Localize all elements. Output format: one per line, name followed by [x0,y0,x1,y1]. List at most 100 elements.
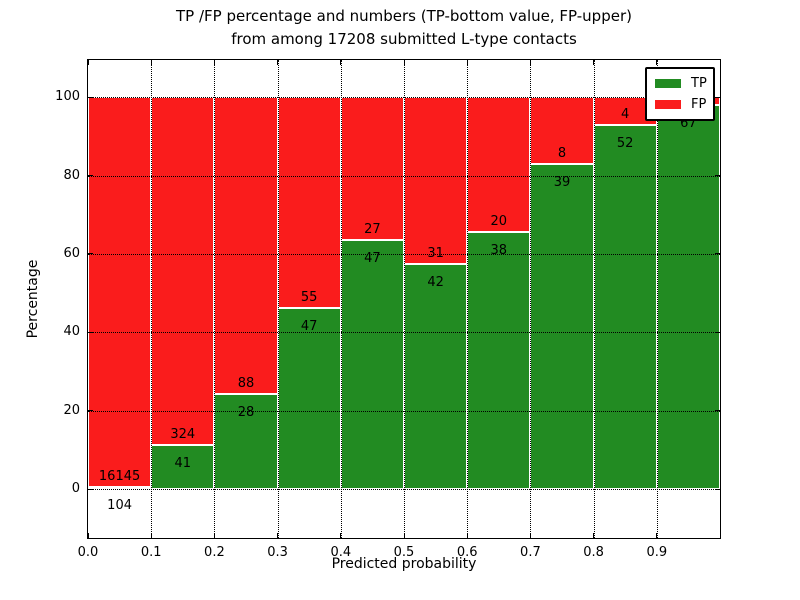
y-tick-label-20: 20 [63,402,80,418]
y-tick-right-0 [715,488,720,490]
fp-count-label-bin6: 20 [490,214,508,230]
x-tick-top-0.5 [403,60,405,65]
x-tick-label-0.7: 0.7 [520,545,541,560]
tp-bar-bin1 [151,445,215,489]
x-tick-label-0.5: 0.5 [393,545,415,560]
tp-legend-swatch [655,79,681,88]
plot-area: 16145 104 324 41 88 28 55 47 27 47 31 42 20 38 8 39 4 52 6… [87,59,721,539]
x-gridline-0.1 [151,60,153,538]
y-tick-right-80 [715,175,720,177]
y-tick-left-20 [88,410,93,412]
tp-legend-label: TP [691,76,707,91]
x-tick-bottom-0.5 [403,533,405,538]
x-tick-bottom-0.6 [466,533,468,538]
x-axis-label: Predicted probability [331,556,477,572]
x-tick-label-0.2: 0.2 [204,545,225,560]
fp-bar-bin0 [88,97,152,487]
y-tick-right-100 [715,96,720,98]
fp-count-label-bin1: 324 [170,427,196,443]
tp-count-label-bin1: 41 [174,456,192,472]
y-tick-right-20 [715,410,720,412]
tp-bar-bin7 [530,163,594,489]
y-tick-label-40: 40 [63,324,80,340]
tp-count-label-bin3: 47 [300,319,318,335]
tp-bar-bin0 [88,486,152,490]
x-gridline-0.9 [656,60,658,538]
y-tick-left-0 [88,488,93,490]
x-tick-bottom-0.3 [277,533,279,538]
fp-bar-bin3 [277,97,341,309]
y-tick-right-60 [715,253,720,255]
tp-bar-bin6 [467,232,531,490]
x-gridline-0.4 [340,60,342,538]
y-tick-left-40 [88,331,93,333]
x-tick-label-0.9: 0.9 [646,545,668,560]
fp-bar-bin7 [530,97,594,164]
y-tick-left-100 [88,96,93,98]
fp-bar-bin2 [214,97,278,395]
x-tick-label-0.4: 0.4 [330,545,352,560]
y-tick-label-60: 60 [63,245,80,261]
fp-count-label-bin3: 55 [300,290,318,306]
fp-count-label-bin4: 27 [364,222,381,238]
tp-bar-bin8 [593,125,657,490]
fp-count-label-bin2: 88 [237,376,255,392]
x-tick-bottom-0.9 [656,533,658,538]
fp-count-label-bin7: 8 [557,145,567,161]
tp-count-label-bin2: 28 [237,405,255,421]
y-axis-label: Percentage [25,259,41,339]
y-tick-label-100: 100 [55,89,80,105]
chart-title-line2: from among 17208 submitted L-type contac… [231,30,577,48]
fp-count-label-bin8: 4 [621,107,630,123]
y-tick-left-60 [88,253,93,255]
x-tick-bottom-0.7 [529,533,531,538]
x-gridline-0.7 [530,60,532,538]
x-tick-top-0.4 [340,60,342,65]
tp-count-label-bin8: 52 [616,136,634,152]
tp-count-label-bin0: 104 [107,497,132,513]
x-tick-top-0.8 [593,60,595,65]
x-gridline-0.8 [593,60,595,538]
tp-bar-bin9 [656,105,720,489]
fp-legend-label: FP [691,97,707,112]
tp-count-label-bin4: 47 [364,251,381,267]
y-tick-right-40 [715,331,720,333]
x-tick-bottom-0.0 [87,533,89,538]
x-gridline-0.2 [214,60,216,538]
tp-count-label-bin7: 39 [553,174,571,190]
x-tick-bottom-0.2 [213,533,215,538]
fp-bar-bin4 [340,97,404,241]
x-tick-top-0.0 [87,60,89,65]
fp-count-label-bin0: 16145 [98,468,141,484]
y-tick-label-0: 0 [71,481,80,497]
tp-count-label-bin5: 42 [427,274,444,290]
x-tick-bottom-0.8 [593,533,595,538]
fp-bar-bin6 [467,97,531,233]
x-tick-top-0.2 [213,60,215,65]
tp-count-label-bin6: 38 [490,243,508,259]
x-tick-bottom-0.1 [150,533,152,538]
fp-bar-bin5 [404,97,468,264]
x-gridline-0.5 [404,60,405,538]
x-tick-top-0.3 [277,60,279,65]
x-gridline-0.3 [277,60,279,538]
y-tick-label-80: 80 [63,167,80,183]
legend: TP FP [645,67,715,121]
x-tick-label-0.3: 0.3 [267,545,288,560]
x-tick-top-0.7 [529,60,531,65]
chart-title-line1: TP /FP percentage and numbers (TP-bottom… [176,7,632,25]
x-tick-label-0.8: 0.8 [583,545,604,560]
tp-bar-bin2 [214,394,278,490]
legend-item-tp: TP [647,73,713,94]
fp-bar-bin1 [151,97,215,446]
fp-legend-swatch [655,100,681,109]
tp-bar-bin3 [277,308,341,489]
x-tick-label-0.1: 0.1 [140,545,162,560]
tp-bar-bin4 [340,240,404,490]
x-tick-label-0.0: 0.0 [77,545,99,560]
chart-title: TP /FP percentage and numbers (TP-bottom… [88,5,720,51]
fp-count-label-bin5: 31 [427,245,444,261]
x-gridline-0.6 [467,60,469,538]
y-tick-left-80 [88,175,93,177]
x-tick-top-0.6 [466,60,468,65]
